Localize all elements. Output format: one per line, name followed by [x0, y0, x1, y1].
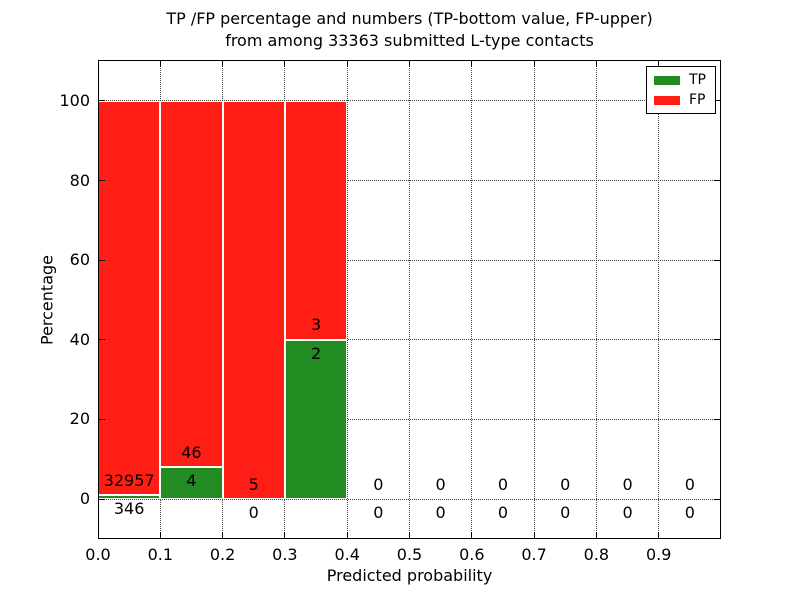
y-tick-label: 100 [59, 90, 90, 110]
bar-segment-tp [284, 339, 348, 499]
legend-label-tp: TP [689, 72, 706, 88]
v-gridline [595, 60, 597, 539]
x-tick-mark-bottom [595, 532, 597, 538]
x-tick-mark-bottom [346, 532, 348, 538]
x-tick-mark-top [595, 61, 597, 67]
bar-segment-fp [160, 100, 223, 468]
fp-count-label: 0 [622, 474, 633, 494]
y-tick-mark-left [99, 180, 105, 182]
legend-entry-fp: FP [654, 93, 715, 107]
y-tick-mark-right [714, 339, 720, 341]
x-tick-mark-top [533, 61, 535, 67]
x-tick-mark-top [222, 61, 224, 67]
y-tick-label: 60 [69, 250, 90, 270]
chart-title-line1: TP /FP percentage and numbers (TP-bottom… [166, 9, 653, 28]
x-tick-mark-top [97, 61, 99, 67]
x-tick-label: 0.0 [85, 545, 111, 564]
bar-segment-tp [160, 467, 223, 499]
v-gridline [658, 60, 660, 539]
x-tick-mark-top [409, 61, 410, 67]
x-tick-mark-bottom [658, 532, 660, 538]
y-tick-mark-right [714, 498, 720, 500]
tp-count-label: 0 [373, 503, 384, 523]
legend-swatch-tp-icon [654, 75, 680, 85]
tp-count-label: 2 [310, 344, 322, 364]
tp-count-label: 0 [497, 503, 509, 523]
fp-count-label: 46 [181, 442, 202, 462]
x-tick-label: 0.6 [459, 545, 485, 564]
fp-count-label: 0 [497, 474, 509, 494]
x-tick-label: 0.9 [645, 545, 672, 564]
tp-count-label: 0 [560, 503, 571, 523]
x-tick-label: 0.3 [272, 545, 298, 564]
y-tick-mark-right [714, 259, 720, 261]
x-tick-mark-bottom [471, 532, 473, 538]
tp-count-label: 4 [186, 471, 197, 491]
legend: TP FP [646, 66, 716, 114]
legend-entry-tp: TP [654, 73, 715, 87]
x-tick-mark-bottom [222, 532, 224, 538]
y-tick-mark-left [99, 339, 105, 341]
x-tick-mark-top [284, 61, 286, 67]
x-tick-mark-top [471, 61, 473, 67]
x-tick-mark-top [658, 61, 660, 67]
y-tick-label: 40 [69, 329, 90, 349]
v-gridline [409, 60, 410, 539]
x-tick-label: 0.7 [521, 545, 547, 564]
x-tick-mark-bottom [97, 532, 99, 538]
x-tick-mark-top [159, 61, 161, 67]
x-tick-mark-bottom [533, 532, 535, 538]
bar-segment-fp [284, 100, 348, 340]
legend-swatch-fp-icon [654, 95, 680, 105]
y-tick-mark-left [99, 100, 105, 102]
fp-count-label: 32957 [103, 470, 155, 490]
legend-label-fp: FP [689, 92, 706, 108]
bar-segment-fp [98, 100, 161, 495]
y-tick-label: 0 [79, 489, 90, 508]
x-tick-mark-bottom [409, 532, 410, 538]
v-gridline [346, 60, 348, 539]
x-tick-mark-top [346, 61, 348, 67]
bar-segment-fp [222, 100, 285, 499]
tp-count-label: 0 [622, 503, 633, 523]
fp-count-label: 0 [684, 474, 695, 494]
x-tick-mark-bottom [159, 532, 161, 538]
x-tick-label: 0.2 [209, 545, 236, 564]
x-tick-label: 0.8 [583, 545, 610, 564]
x-tick-label: 0.4 [334, 545, 360, 564]
v-gridline [471, 60, 473, 539]
y-tick-mark-left [99, 418, 105, 420]
x-tick-mark-bottom [284, 532, 286, 538]
v-gridline [533, 60, 535, 539]
tp-count-label: 0 [684, 503, 695, 523]
y-tick-mark-left [99, 259, 105, 261]
x-tick-label: 0.1 [147, 545, 174, 564]
y-tick-label: 20 [69, 409, 90, 429]
chart-title: TP /FP percentage and numbers (TP-bottom… [98, 8, 721, 52]
chart-title-line2: from among 33363 submitted L-type contac… [225, 31, 594, 50]
fp-count-label: 5 [248, 474, 259, 494]
y-tick-mark-left [99, 498, 105, 500]
fp-count-label: 0 [435, 474, 446, 494]
fp-count-label: 0 [373, 474, 384, 494]
y-tick-mark-right [714, 100, 720, 102]
x-axis-label: Predicted probability [326, 566, 493, 585]
y-tick-mark-right [714, 180, 720, 182]
tp-count-label: 0 [248, 503, 259, 523]
x-tick-label: 0.5 [396, 545, 423, 564]
y-tick-mark-right [714, 418, 720, 420]
fp-count-label: 0 [560, 474, 571, 494]
tp-count-label: 346 [113, 499, 145, 519]
fp-count-label: 3 [310, 315, 322, 335]
tp-count-label: 0 [435, 503, 446, 523]
y-tick-label: 80 [69, 170, 90, 190]
